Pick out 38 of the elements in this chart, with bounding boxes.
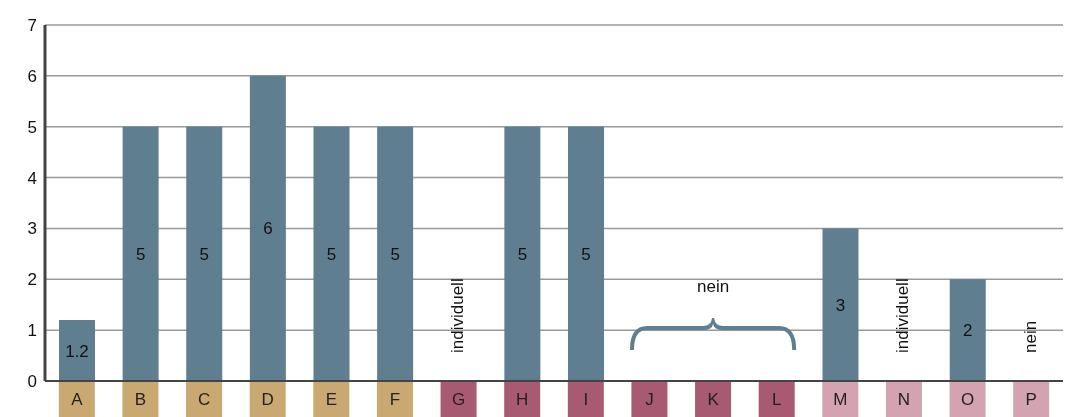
x-tick-label: D	[261, 390, 274, 409]
y-tick-label: 1	[27, 321, 37, 341]
x-tick-label: L	[771, 390, 782, 409]
annotation: nein	[696, 277, 730, 297]
x-tick-label: A	[71, 390, 84, 409]
x-tick-label: I	[583, 390, 589, 409]
x-tick-label: M	[833, 390, 848, 409]
data-label: 5	[390, 244, 400, 264]
x-tick-label: O	[960, 390, 975, 409]
x-tick-label: H	[516, 390, 529, 409]
x-tick-label: J	[645, 390, 654, 409]
annotation: individuell	[448, 278, 468, 353]
y-tick-label: 7	[27, 16, 37, 36]
y-tick-label: 0	[27, 372, 37, 392]
x-tick-label: E	[325, 390, 337, 409]
x-tick-label: N	[897, 390, 911, 409]
x-tick-label: F	[389, 390, 401, 409]
data-label: 3	[835, 295, 846, 315]
annotation: nein	[1020, 320, 1040, 353]
data-label: 5	[581, 244, 591, 264]
y-tick-label: 5	[27, 117, 37, 137]
x-tick-label: P	[1025, 390, 1037, 409]
data-label: 5	[517, 244, 528, 264]
x-tick-label: K	[707, 390, 720, 409]
data-label: 1.2	[65, 341, 89, 361]
x-tick-label: G	[451, 390, 466, 409]
data-label: 6	[263, 219, 273, 239]
data-label: 5	[135, 244, 146, 264]
data-label: 5	[326, 244, 337, 264]
data-label: 2	[963, 321, 973, 341]
y-tick-label: 4	[27, 168, 37, 188]
y-tick-label: 3	[27, 219, 37, 239]
x-tick-label: B	[134, 390, 147, 409]
annotation: individuell	[893, 278, 913, 353]
y-tick-label: 2	[27, 270, 37, 290]
x-tick-label: C	[197, 390, 211, 409]
y-tick-label: 6	[27, 66, 37, 86]
data-label: 5	[199, 244, 209, 264]
